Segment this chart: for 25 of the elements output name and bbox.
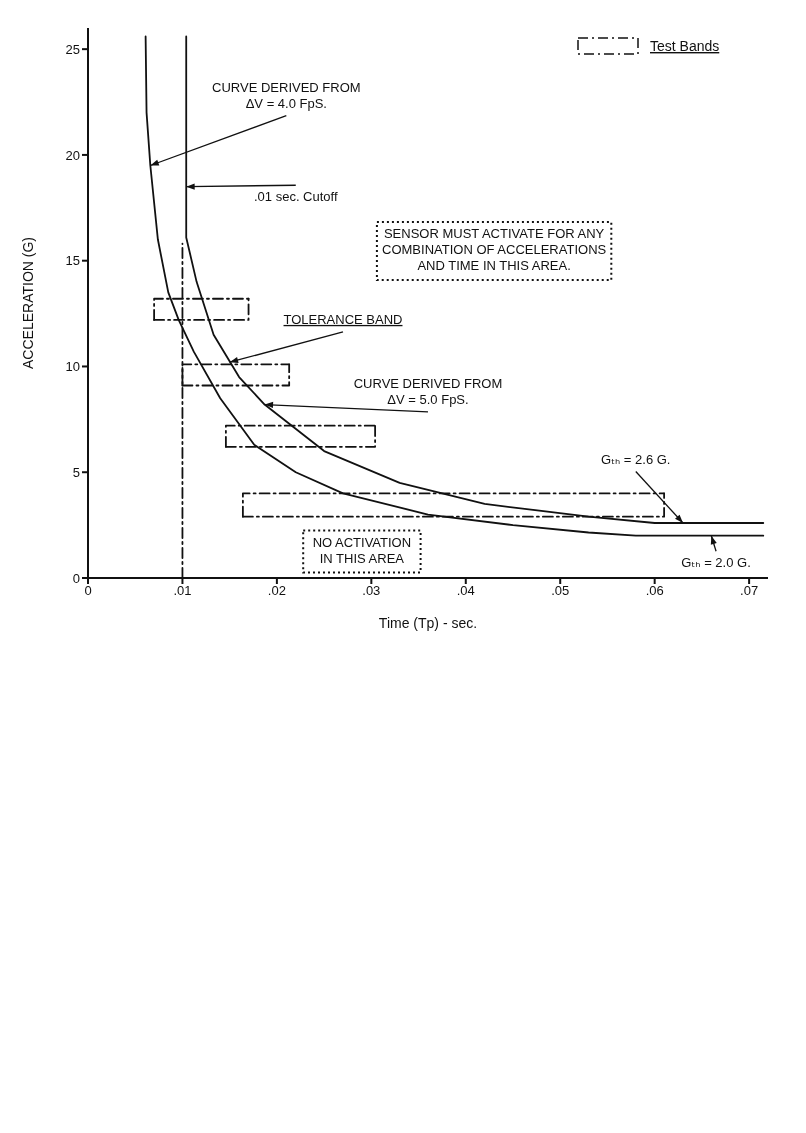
annotation: TOLERANCE BAND [283, 311, 403, 327]
y-tick-label: 0 [72, 570, 80, 586]
x-tick-label: .06 [645, 583, 664, 599]
annotation: CURVE DERIVED FROM ΔV = 4.0 FpS. [212, 79, 361, 111]
y-tick-label: 20 [65, 147, 80, 163]
x-tick-label: .04 [456, 583, 475, 599]
y-tick-label: 25 [65, 41, 80, 57]
annotation: Gₜₕ = 2.0 G. [681, 555, 751, 571]
annotation: .01 sec. Cutoff [253, 189, 338, 205]
x-tick-label: .01 [173, 583, 192, 599]
x-tick-label: .02 [267, 583, 286, 599]
y-tick-label: 15 [65, 253, 80, 269]
annotation: CURVE DERIVED FROM ΔV = 5.0 FpS. [353, 375, 503, 407]
x-tick-label: .03 [362, 583, 381, 599]
annotation: NO ACTIVATION IN THIS AREA [312, 534, 412, 566]
x-tick-label: 0 [84, 583, 92, 599]
x-tick-label: .07 [740, 583, 759, 599]
y-tick-label: 10 [65, 359, 80, 375]
annotation: SENSOR MUST ACTIVATE FOR ANY COMBINATION OF ACCELERATIONS AND TIME IN THIS AREA. [382, 226, 607, 274]
x-axis-title: Time (Tp) - sec. [378, 615, 478, 631]
y-axis-title: ACCELERATION (G) [19, 237, 36, 369]
y-tick-label: 5 [72, 464, 80, 480]
x-tick-label: .05 [551, 583, 570, 599]
annotation: Gₜₕ = 2.6 G. [601, 451, 671, 467]
legend-label: Test Bands [650, 38, 720, 54]
